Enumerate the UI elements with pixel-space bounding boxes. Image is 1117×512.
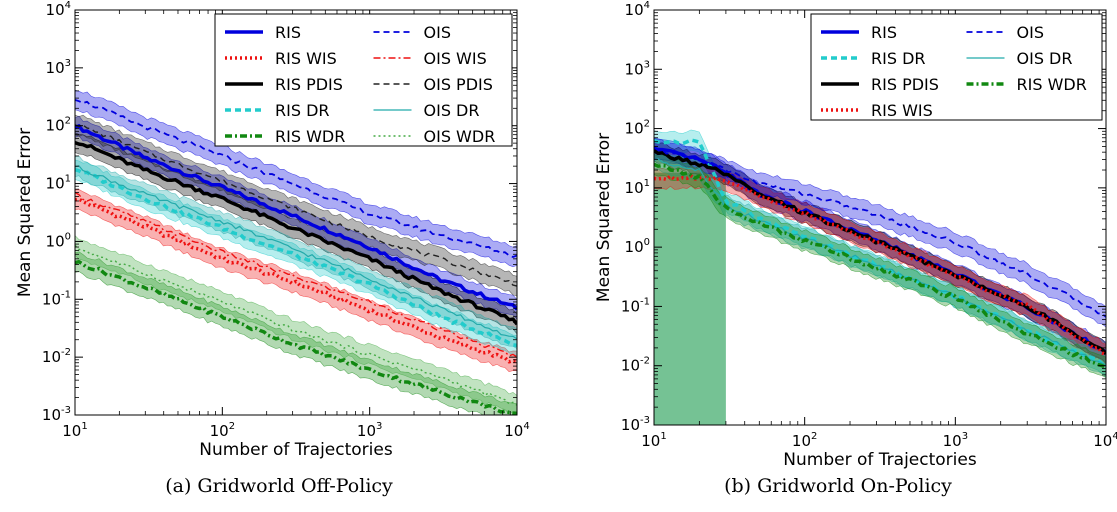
series-line-ris-pdis [654, 149, 1106, 355]
x-tick-label: 104 [504, 421, 529, 440]
legend-label-ris: RIS [275, 23, 301, 42]
y-tick-label: 103 [625, 59, 650, 78]
legend-label-ois: OIS [1017, 23, 1044, 42]
legend-label-ris-dr: RIS DR [871, 49, 926, 68]
series-line-ris-pdis [75, 141, 517, 326]
legend-label-ois-wis: OIS WIS [424, 49, 487, 68]
x-tick-label: 104 [1093, 431, 1117, 450]
plot-area [75, 89, 517, 415]
x-axis-label: Number of Trajectories [783, 450, 977, 470]
legend-label-ris-pdis: RIS PDIS [275, 75, 343, 94]
y-tick-label: 10-1 [621, 296, 650, 315]
y-tick-label: 10-2 [621, 356, 650, 375]
band-ois-dr [654, 148, 1106, 376]
y-axis-label: Mean Squared Error [15, 128, 35, 297]
series-line-ris-wdr [654, 162, 1106, 370]
legend-label-ris-pdis: RIS PDIS [871, 75, 939, 94]
series-line-ris [75, 124, 517, 311]
legend-label-ris-wdr: RIS WDR [275, 127, 345, 146]
y-tick-label: 101 [46, 174, 71, 193]
series-line-ois-dr [75, 165, 517, 340]
legend-label-ois: OIS [424, 23, 451, 42]
y-tick-label: 10-1 [42, 289, 71, 308]
x-tick-label: 102 [210, 421, 235, 440]
legend-box [214, 13, 513, 147]
caption-on-policy: (b) Gridworld On-Policy [724, 475, 952, 497]
chart-off-policy: 101 102 103 104 10-3 10-2 10-1 100 101 102 103 104 N… [15, 0, 530, 460]
band-ois [654, 137, 1106, 328]
ticks [653, 9, 1107, 426]
chart-panel-on-policy: 101 102 103 104 10-3 10-2 10-1 100 101 102 103 104 N… [559, 0, 1117, 512]
caption-off-policy: (a) Gridworld Off-Policy [165, 475, 393, 497]
legend-label-ris-dr: RIS DR [275, 101, 330, 120]
axes-frame [74, 9, 518, 416]
y-tick-label: 101 [625, 178, 650, 197]
x-tick-label: 101 [641, 431, 666, 450]
ticks [74, 9, 518, 416]
legend-label-ris-wdr: RIS WDR [1017, 75, 1087, 94]
legend-label-ois-dr: OIS DR [1017, 49, 1073, 68]
legend: RIS RIS WIS RIS PDIS RIS DR RIS WDR OIS OIS WI… [214, 13, 513, 147]
x-axis-label: Number of Trajectories [199, 440, 393, 460]
x-tick-label: 101 [62, 421, 87, 440]
series-line-ris-dr [654, 138, 1106, 369]
series-line-ris-wdr [75, 259, 517, 415]
series-line-ois [75, 99, 517, 258]
legend-label-ois-pdis: OIS PDIS [424, 75, 493, 94]
series-line-ois [654, 147, 1106, 318]
y-tick-label: 10-2 [42, 347, 71, 366]
band-ois-dr [75, 155, 517, 349]
band-ris-dr [75, 159, 517, 356]
series-line-ris-wis [654, 174, 1106, 357]
y-tick-label: 10-3 [621, 415, 650, 434]
legend-label-ris-wis: RIS WIS [871, 101, 933, 120]
band-ois-wdr [75, 235, 517, 415]
series-line-ois-pdis [75, 124, 517, 287]
legend-label-ris: RIS [871, 23, 897, 42]
x-tick-label: 103 [943, 431, 968, 450]
y-tick-label: 103 [46, 58, 71, 77]
y-tick-label: 100 [46, 231, 71, 250]
shaded-region [654, 172, 726, 425]
band-ris-wdr [75, 251, 517, 415]
legend-label-ois-dr: OIS DR [424, 101, 480, 120]
y-tick-label: 100 [625, 237, 650, 256]
series-line-ris-wis [75, 197, 517, 364]
y-tick-label: 102 [625, 119, 650, 138]
legend-label-ris-wis: RIS WIS [275, 49, 337, 68]
y-tick-label: 104 [46, 0, 71, 19]
y-tick-label: 10-3 [42, 405, 71, 424]
series-line-ois-wdr [75, 244, 517, 406]
legend-box [810, 13, 1103, 121]
y-axis-label: Mean Squared Error [594, 133, 614, 302]
series-line-ois-dr [654, 158, 1106, 366]
legend-label-ois-wdr: OIS WDR [424, 127, 496, 146]
x-tick-label: 102 [792, 431, 817, 450]
axes-frame [653, 9, 1107, 426]
band-ois-pdis [75, 114, 517, 297]
series-line-ris-dr [75, 168, 517, 348]
x-tick-label: 103 [357, 421, 382, 440]
y-tick-label: 104 [625, 0, 650, 19]
chart-panel-off-policy: 101 102 103 104 10-3 10-2 10-1 100 101 102 103 104 N… [0, 0, 558, 512]
chart-on-policy: 101 102 103 104 10-3 10-2 10-1 100 101 102 103 104 N… [594, 0, 1117, 470]
y-tick-label: 102 [46, 116, 71, 135]
plot-area [654, 129, 1106, 425]
legend: RIS RIS DR RIS PDIS RIS WIS OIS OIS DR RIS WDR [810, 13, 1103, 121]
